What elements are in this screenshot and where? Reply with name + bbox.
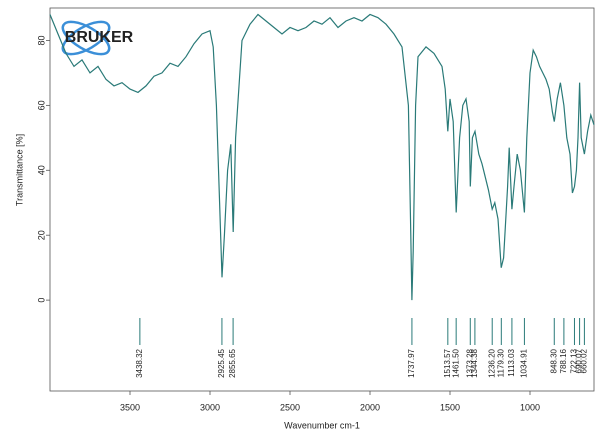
plot-frame bbox=[49, 7, 595, 392]
x-tick-label: 3500 bbox=[120, 402, 140, 412]
y-tick-label: 80 bbox=[36, 35, 46, 45]
peak-label: 1461.50 bbox=[451, 348, 460, 377]
peak-label: 722.13 bbox=[570, 348, 579, 373]
y-tick-label: 0 bbox=[36, 298, 46, 303]
peak-label: 1373.28 bbox=[465, 348, 474, 377]
peak-label: 1513.57 bbox=[443, 348, 452, 377]
y-tick-label: 20 bbox=[36, 230, 46, 240]
spectrum-line bbox=[49, 13, 595, 301]
peak-label: 2925.45 bbox=[217, 348, 226, 377]
x-tick-label: 2000 bbox=[360, 402, 380, 412]
peak-label: 660.02 bbox=[580, 348, 589, 373]
y-tick-label: 40 bbox=[36, 165, 46, 175]
peak-label: 1737.97 bbox=[407, 348, 416, 377]
peak-label: 2855.65 bbox=[228, 348, 237, 377]
peak-label: 1236.20 bbox=[487, 348, 496, 377]
peak-label: 788.16 bbox=[559, 348, 568, 373]
peak-label: 1034.91 bbox=[520, 348, 529, 377]
y-axis-label: Transmittance [%] bbox=[14, 134, 24, 206]
peak-label: 848.30 bbox=[549, 348, 558, 373]
x-tick-label: 3000 bbox=[200, 402, 220, 412]
peak-label: 1179.30 bbox=[496, 348, 505, 377]
x-tick-label: 2500 bbox=[280, 402, 300, 412]
peak-label: 3438.32 bbox=[135, 348, 144, 377]
peak-label: 1344.38 bbox=[470, 348, 479, 377]
x-tick-label: 1000 bbox=[520, 402, 540, 412]
x-tick-label: 1500 bbox=[440, 402, 460, 412]
peak-label: 1113.03 bbox=[507, 348, 516, 376]
logo: BRUKER bbox=[61, 20, 134, 56]
peak-label: 690.07 bbox=[575, 348, 584, 373]
y-tick-label: 60 bbox=[36, 100, 46, 110]
logo-text: BRUKER bbox=[65, 29, 134, 46]
x-axis-label: Wavenumber cm-1 bbox=[284, 420, 360, 430]
